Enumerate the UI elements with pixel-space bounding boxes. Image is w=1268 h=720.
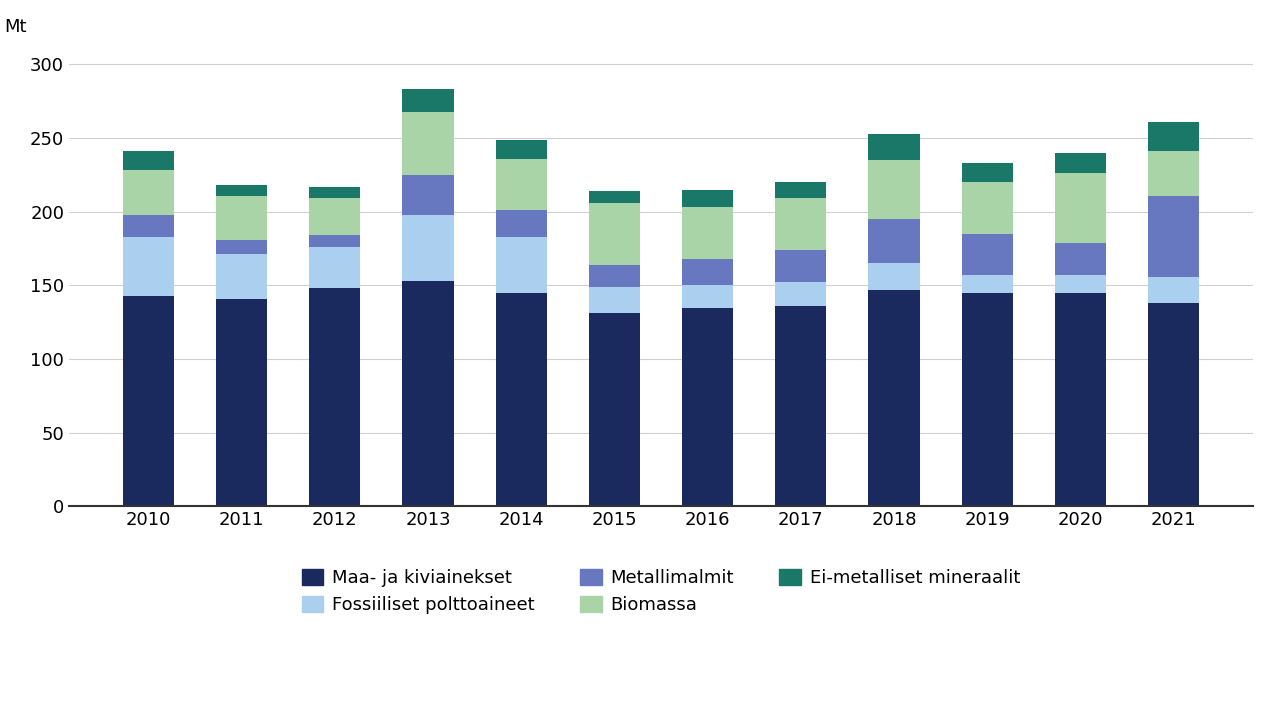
Text: Mt: Mt (4, 18, 27, 36)
Bar (961, 275, 1013, 293)
Bar (309, 235, 360, 247)
Bar (869, 290, 919, 506)
Bar (309, 199, 360, 235)
Bar (402, 89, 454, 112)
Bar (961, 293, 1013, 506)
Bar (682, 307, 733, 506)
Bar (402, 175, 454, 215)
Bar (402, 112, 454, 175)
Bar (588, 265, 640, 287)
Bar (588, 287, 640, 313)
Bar (496, 158, 547, 210)
Bar (123, 215, 174, 237)
Bar (309, 186, 360, 199)
Bar (682, 207, 733, 259)
Bar (1148, 196, 1200, 276)
Bar (123, 237, 174, 296)
Bar (123, 151, 174, 171)
Bar (1055, 275, 1106, 293)
Bar (869, 134, 919, 160)
Bar (402, 281, 454, 506)
Bar (309, 247, 360, 289)
Bar (1148, 276, 1200, 303)
Bar (216, 299, 268, 506)
Bar (682, 285, 733, 307)
Bar (1148, 122, 1200, 151)
Bar (961, 182, 1013, 234)
Bar (216, 196, 268, 240)
Bar (1055, 174, 1106, 243)
Bar (588, 203, 640, 265)
Bar (216, 240, 268, 254)
Bar (496, 237, 547, 293)
Legend: Maa- ja kiviainekset, Fossiiliset polttoaineet, Metallimalmit, Biomassa, Ei-meta: Maa- ja kiviainekset, Fossiiliset poltto… (294, 562, 1027, 621)
Bar (1055, 243, 1106, 275)
Bar (1055, 293, 1106, 506)
Bar (775, 182, 827, 199)
Bar (216, 254, 268, 299)
Bar (775, 282, 827, 306)
Bar (402, 215, 454, 281)
Bar (682, 189, 733, 207)
Bar (1055, 153, 1106, 174)
Bar (775, 250, 827, 282)
Bar (775, 306, 827, 506)
Bar (123, 171, 174, 215)
Bar (496, 293, 547, 506)
Bar (309, 289, 360, 506)
Bar (588, 313, 640, 506)
Bar (869, 219, 919, 264)
Bar (216, 185, 268, 196)
Bar (961, 163, 1013, 182)
Bar (123, 296, 174, 506)
Bar (869, 264, 919, 290)
Bar (1148, 303, 1200, 506)
Bar (869, 160, 919, 219)
Bar (961, 234, 1013, 275)
Bar (775, 199, 827, 250)
Bar (588, 191, 640, 203)
Bar (496, 210, 547, 237)
Bar (496, 140, 547, 158)
Bar (682, 259, 733, 285)
Bar (1148, 151, 1200, 196)
